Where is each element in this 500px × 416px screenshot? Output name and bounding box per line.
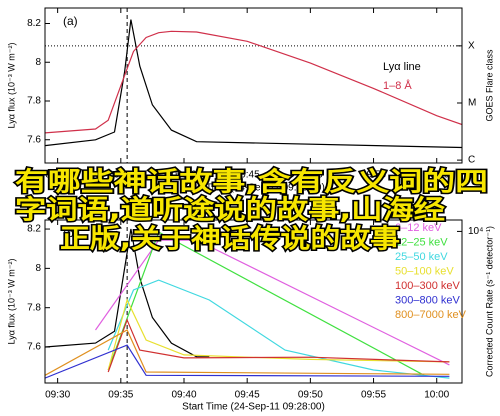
legend-entry: 300–800 keV <box>395 294 460 306</box>
legend-entry: 800–7000 keV <box>395 309 467 321</box>
legend-entry: 1–8 Å <box>383 79 412 92</box>
y2-tick-label: 10⁴ <box>468 226 483 237</box>
y-tick-label: 7.6 <box>27 134 41 145</box>
x-tick-label: 10:00 <box>424 170 449 181</box>
series-line <box>45 228 210 358</box>
y-tick-label: 7.6 <box>27 342 41 353</box>
plot-area <box>45 8 462 163</box>
y2-axis-label: Corrected Count Rate (s⁻¹ detector⁻¹) <box>484 226 494 377</box>
x-tick-label: 09:55 <box>361 390 386 401</box>
panel-label: (a) <box>63 14 78 28</box>
y2-axis-label: GOES Flare class <box>484 49 494 122</box>
series-line <box>107 279 450 379</box>
x-tick-label: 09:55 <box>361 170 386 181</box>
x-tick-label: 09:35 <box>108 170 133 181</box>
series-line <box>107 298 450 371</box>
y-tick-label: 8.2 <box>27 18 41 29</box>
x-axis-label: Start Time (24-Sep-11 09:28:00) <box>182 183 325 194</box>
legend-entry: Lyα line <box>383 61 421 73</box>
series-line <box>45 329 450 376</box>
y-tick-label: 8.2 <box>27 224 41 235</box>
y2-tick-label: M <box>468 98 476 109</box>
x-tick-label: 09:50 <box>298 390 323 401</box>
y-tick-label: 8 <box>35 263 41 274</box>
series-line <box>95 239 450 366</box>
series-line <box>107 318 450 373</box>
x-tick-label: 10:00 <box>424 390 449 401</box>
legend-entry: 12–25 keV <box>395 236 448 248</box>
overlay-caption: 有哪些神话故事,含有反义词的四 <box>15 167 488 198</box>
x-tick-label: 09:35 <box>108 390 133 401</box>
x-tick-label: 09:40 <box>171 390 196 401</box>
x-tick-label: 09:30 <box>45 390 70 401</box>
y2-tick-label: C <box>468 155 475 166</box>
panel-label: (b) <box>63 226 78 240</box>
x-tick-label: 09:40 <box>171 170 196 181</box>
x-tick-label: 09:50 <box>298 170 323 181</box>
y-tick-label: 8 <box>35 57 41 68</box>
series-line <box>45 30 462 134</box>
x-tick-label: 09:45 <box>235 390 260 401</box>
plot-frame <box>44 7 463 164</box>
legend-entry: 25–50 keV <box>395 251 448 263</box>
legend-entry: 6–12 keV <box>395 222 442 234</box>
plot-frame <box>44 219 463 384</box>
overlay-caption: 字词语,道听途说的故事,山海经 <box>15 195 445 226</box>
y2-tick-label: X <box>468 41 475 52</box>
y-axis-label: Lyα flux (10⁻³ W m⁻²) <box>6 43 16 129</box>
overlay-caption: 正版,关于神话传说的故事 <box>60 224 400 255</box>
series-line <box>45 19 462 149</box>
y-tick-label: 7.8 <box>27 96 41 107</box>
x-tick-label: 09:45 <box>235 170 260 181</box>
y-tick-label: 7.8 <box>27 302 41 313</box>
x-tick-label: 09:30 <box>45 170 70 181</box>
legend-entry: 100–300 keV <box>395 280 460 292</box>
series-line <box>45 344 450 379</box>
legend-entry: 50–100 keV <box>395 265 454 277</box>
plot-area <box>45 220 450 383</box>
y-axis-label: Lyα flux (10⁻³ W m⁻²) <box>6 259 16 345</box>
x-axis-label: Start Time (24-Sep-11 09:28:00) <box>182 402 325 413</box>
